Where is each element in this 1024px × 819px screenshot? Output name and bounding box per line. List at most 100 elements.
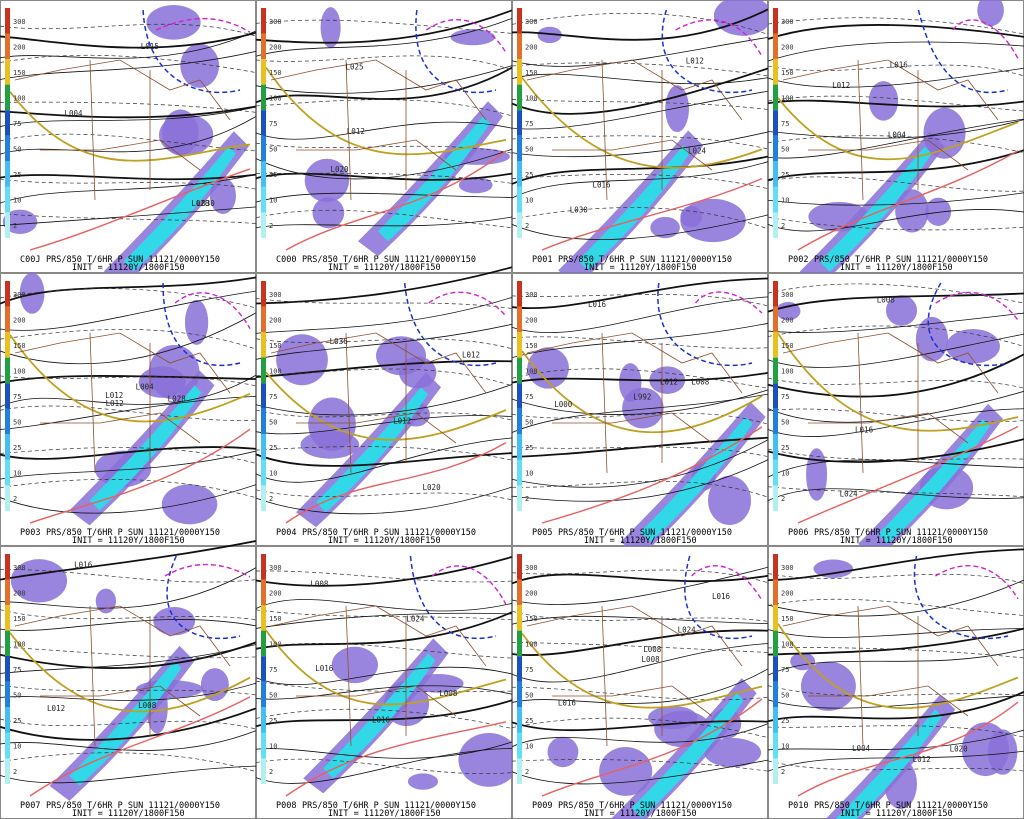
- colorbar-label: 200: [269, 589, 282, 597]
- temp-line: [952, 19, 1019, 60]
- thickness-contour: [767, 647, 1024, 659]
- height-contour: [0, 682, 257, 701]
- colorbar-label: 100: [781, 367, 794, 375]
- height-contour: [0, 730, 257, 751]
- low-label: L024: [678, 625, 697, 634]
- colorbar-swatch: [261, 357, 266, 384]
- thickness-contour: [511, 12, 769, 35]
- colorbar-label: 75: [525, 120, 533, 128]
- colorbar-swatch: [773, 8, 778, 34]
- borders: [526, 605, 743, 747]
- colorbar-label: 200: [13, 589, 26, 597]
- colorbar-swatch: [773, 161, 778, 187]
- temp-line: [415, 9, 497, 94]
- panel-init: INIT = 11120Y/1800F150: [72, 536, 185, 546]
- colorbar-label: 10: [781, 743, 789, 751]
- colorbar-swatch: [773, 732, 778, 759]
- colorbar-label: 200: [525, 43, 538, 51]
- colorbar-swatch: [261, 579, 266, 606]
- thickness-contour: [767, 408, 1024, 423]
- low-label: L016: [592, 181, 611, 190]
- low-label: L008: [439, 689, 458, 698]
- thickness-contour: [511, 368, 769, 389]
- map-area: L012 L020 L012 L036: [255, 266, 513, 528]
- height-contour: [0, 450, 257, 480]
- freezing-line: [521, 632, 763, 709]
- colorbar-swatch: [261, 161, 266, 187]
- precip-area: [312, 197, 345, 229]
- thickness-contour: [0, 23, 257, 37]
- panel-caption: C00J: [20, 255, 40, 265]
- colorbar-label: 150: [525, 615, 538, 623]
- colorbar-label: 2: [269, 495, 273, 503]
- panel-caption: PRS/850 T/6HR P SUN 11121/0000Y150: [302, 528, 476, 538]
- thickness-contour: [0, 447, 257, 464]
- temp-line: [675, 19, 763, 57]
- height-contour: [767, 192, 1024, 206]
- low-label: L028: [191, 199, 210, 208]
- height-contour: [767, 628, 1024, 638]
- height-contour: [255, 685, 513, 700]
- height-contour: [511, 439, 769, 488]
- colorbar-label: 100: [13, 94, 26, 102]
- colorbar-label: 300: [269, 18, 282, 26]
- height-contour: [767, 694, 1024, 709]
- map-area: L008 L016 L024 L008 L016: [511, 555, 769, 819]
- thickness-contour: [511, 686, 769, 701]
- height-contour: [767, 729, 1024, 751]
- panel-caption: PRS/850 T/6HR P SUN 11121/0000Y150: [814, 528, 988, 538]
- thickness-contour: [767, 573, 1024, 584]
- low-label: L016: [315, 664, 334, 673]
- panel-caption: PRS/850 T/6HR P SUN 11121/0000Y150: [814, 801, 988, 811]
- panel-caption: PRS/850 T/6HR P SUN 11121/0000Y150: [558, 255, 732, 265]
- colorbar-label: 25: [781, 444, 789, 452]
- precip-area: [159, 114, 214, 156]
- thickness-contour: [767, 598, 1024, 616]
- panel-init: INIT = 11120Y/1800F150: [328, 263, 441, 273]
- low-label: L016: [372, 715, 391, 724]
- height-contour: [255, 148, 513, 180]
- colorbar-label: 150: [781, 342, 794, 350]
- colorbar-label: 300: [781, 291, 794, 299]
- height-contour: [255, 17, 513, 57]
- height-contour: [255, 216, 513, 228]
- low-label: L024: [688, 146, 707, 155]
- height-contour: [255, 384, 513, 416]
- thickness-contour: [767, 216, 1024, 231]
- colorbar-swatch: [773, 656, 778, 682]
- colorbar-swatch: [773, 59, 778, 85]
- colorbar-swatch: [517, 681, 522, 708]
- colorbar-swatch: [261, 135, 266, 162]
- low-label: L030: [570, 205, 589, 214]
- temp-line: [409, 555, 497, 640]
- temp-line: [913, 555, 1009, 640]
- colorbar-label: 50: [781, 692, 789, 700]
- low-label: L008: [310, 579, 329, 588]
- precip-area: [665, 85, 689, 133]
- height-contour: [0, 374, 257, 408]
- colorbar-label: 25: [13, 444, 21, 452]
- borders: [270, 332, 487, 474]
- colorbar-label: 200: [13, 43, 26, 51]
- colorbar-label: 100: [781, 640, 794, 648]
- thickness-contour: [511, 569, 769, 584]
- thickness-contour: [511, 481, 769, 498]
- thickness-contour: [511, 759, 769, 772]
- freezing-line: [521, 76, 763, 169]
- colorbar-swatch: [261, 681, 266, 708]
- colorbar-swatch: [773, 681, 778, 708]
- panel-caption: P008: [276, 801, 296, 811]
- map-area: L004 L012 L028 L012: [0, 272, 257, 526]
- colorbar-label: 100: [269, 640, 282, 648]
- thickness-contour: [255, 19, 513, 34]
- colorbar-label: 150: [525, 342, 538, 350]
- height-contour: [255, 9, 513, 44]
- colorbar-label: 150: [13, 615, 26, 623]
- borders: [14, 332, 231, 474]
- precip-area: [10, 559, 68, 603]
- colorbar-swatch: [517, 408, 522, 435]
- colorbar-swatch: [517, 630, 522, 657]
- colorbar-swatch: [517, 383, 522, 409]
- low-label: L004: [65, 109, 84, 118]
